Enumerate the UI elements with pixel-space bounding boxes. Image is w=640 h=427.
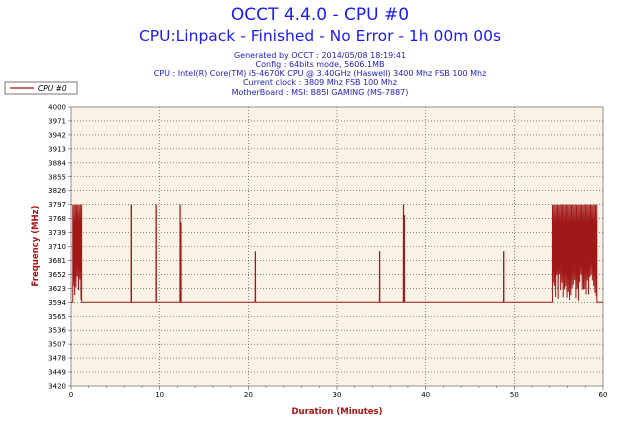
y-tick-label: 3826	[48, 187, 66, 195]
chart-title: OCCT 4.4.0 - CPU #0	[231, 5, 409, 25]
y-tick-label: 3536	[48, 327, 66, 335]
y-tick-label: 4000	[48, 104, 66, 112]
y-tick-label: 3884	[48, 159, 66, 167]
info-motherboard: MotherBoard : MSI: B85I GAMING (MS-7887)	[232, 88, 409, 97]
x-tick-label: 20	[244, 391, 253, 399]
y-tick-label: 3855	[48, 173, 66, 181]
y-tick-label: 3710	[48, 243, 66, 251]
y-axis-label: Frequency (MHz)	[31, 205, 41, 286]
x-axis: 0 10 20 30 40 50 60	[69, 386, 608, 399]
y-tick-label: 3449	[48, 369, 66, 377]
x-tick-label: 30	[333, 391, 342, 399]
y-tick-label: 3942	[48, 131, 66, 139]
y-tick-label: 3971	[48, 117, 66, 125]
y-tick-label: 3565	[48, 313, 66, 321]
x-tick-label: 10	[155, 391, 164, 399]
y-axis: 3420 3449 3478 3507 3536 3565 3594 3623 3652 3681…	[48, 104, 71, 391]
info-generated: Generated by OCCT : 2014/05/08 18:19:41	[234, 51, 406, 60]
y-tick-label: 3681	[48, 257, 66, 265]
legend-label: CPU #0	[38, 84, 67, 93]
chart-subtitle: CPU:Linpack - Finished - No Error - 1h 0…	[139, 27, 501, 45]
series-cpu-0	[71, 204, 603, 303]
x-axis-label: Duration (Minutes)	[292, 407, 383, 417]
x-tick-label: 0	[69, 391, 73, 399]
info-clock: Current clock : 3809 Mhz FSB 100 Mhz	[243, 78, 397, 87]
x-tick-label: 60	[599, 391, 608, 399]
y-tick-label: 3768	[48, 215, 66, 223]
info-config: Config : 64bits mode, 5606.1MB	[256, 60, 385, 69]
y-tick-label: 3739	[48, 229, 66, 237]
x-tick-label: 50	[510, 391, 519, 399]
y-tick-label: 3623	[48, 285, 66, 293]
y-tick-label: 3594	[48, 299, 66, 307]
y-tick-label: 3507	[48, 341, 66, 349]
legend: CPU #0	[4, 81, 78, 95]
info-cpu: CPU : Intel(R) Core(TM) i5-4670K CPU @ 3…	[154, 69, 487, 78]
y-tick-label: 3420	[48, 383, 66, 391]
y-tick-label: 3797	[48, 201, 66, 209]
x-tick-label: 40	[421, 391, 430, 399]
legend-box	[4, 81, 78, 95]
plot-area	[70, 106, 604, 387]
y-tick-label: 3652	[48, 271, 66, 279]
y-tick-label: 3478	[48, 355, 66, 363]
y-tick-label: 3913	[48, 145, 66, 153]
